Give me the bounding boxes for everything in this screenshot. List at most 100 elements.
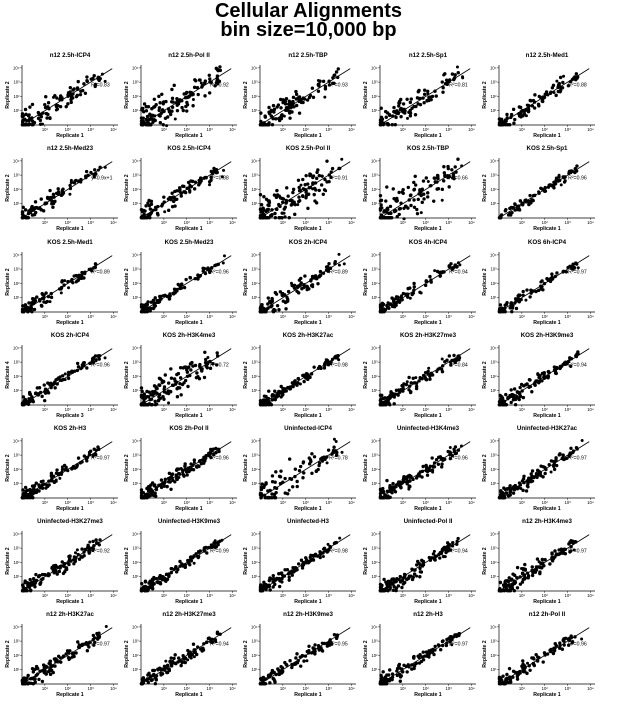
data-point — [412, 180, 416, 185]
data-point — [155, 386, 159, 391]
data-point — [270, 297, 274, 302]
r-squared-label: R²=0.94 — [568, 363, 587, 369]
data-point — [537, 94, 541, 99]
data-point — [37, 677, 41, 682]
data-point — [30, 102, 35, 107]
data-point — [183, 660, 187, 665]
regression-line — [498, 255, 590, 313]
data-point — [282, 211, 286, 215]
data-point — [397, 99, 402, 104]
data-point — [48, 300, 52, 304]
data-point — [166, 115, 170, 119]
data-point — [454, 358, 459, 362]
data-point — [56, 187, 60, 191]
data-point — [409, 97, 413, 101]
data-point — [189, 179, 193, 183]
y-tick-label: 10² — [371, 467, 378, 472]
data-point — [554, 93, 558, 98]
data-point — [39, 115, 44, 119]
data-point — [502, 486, 506, 490]
data-point — [153, 682, 158, 686]
data-point — [445, 637, 449, 642]
data-point — [412, 285, 416, 289]
y-tick-label: 10¹ — [490, 295, 497, 300]
data-point — [82, 454, 87, 458]
data-point — [72, 274, 76, 278]
data-point — [260, 589, 264, 593]
data-point — [418, 189, 422, 193]
x-tick-label: 10² — [542, 500, 549, 505]
panel-title: KOS 2h-H3K27ac — [283, 332, 334, 339]
data-point — [396, 664, 401, 668]
y-tick-label: 10¹ — [132, 574, 139, 579]
data-point — [300, 286, 304, 291]
data-point — [209, 175, 213, 179]
data-point — [390, 677, 394, 682]
data-point — [514, 306, 519, 311]
data-point — [46, 197, 50, 201]
y-axis-label: Replicate 2 — [124, 454, 130, 482]
y-tick-label: 10⁴ — [371, 345, 378, 350]
data-point — [267, 496, 271, 500]
x-tick-label: 10³ — [88, 407, 95, 412]
data-point — [50, 202, 54, 206]
data-point — [265, 207, 270, 212]
data-point — [277, 308, 281, 312]
data-point — [153, 296, 157, 300]
data-point — [43, 671, 48, 676]
data-point — [23, 305, 27, 309]
scatter-panel: KOS 4h-ICP410¹10¹10²10²10³10³10⁴10⁴Repli… — [363, 239, 476, 326]
data-point — [280, 390, 285, 394]
data-point — [60, 560, 64, 564]
data-point — [321, 192, 325, 197]
data-point — [402, 206, 406, 211]
data-point — [76, 79, 80, 84]
data-point — [389, 486, 393, 490]
regression-line — [140, 441, 232, 499]
y-tick-label: 10¹ — [371, 388, 378, 393]
data-point — [140, 108, 144, 112]
regression-line — [379, 627, 471, 685]
data-point — [45, 116, 49, 120]
panel-title: KOS 2h-ICP4 — [51, 332, 90, 339]
data-point — [164, 659, 168, 663]
y-tick-label: 10¹ — [13, 295, 20, 300]
y-tick-label: 10² — [251, 467, 258, 472]
data-point — [518, 105, 523, 110]
y-tick-label: 10¹ — [371, 295, 378, 300]
data-point — [277, 672, 281, 677]
data-point — [52, 479, 56, 484]
data-point — [32, 120, 37, 125]
data-point — [412, 666, 416, 671]
y-axis-label: Replicate 2 — [363, 268, 369, 296]
regression-line — [498, 68, 590, 126]
data-point — [153, 399, 157, 404]
x-axis-label: Replicate 1 — [294, 133, 322, 139]
data-point — [42, 398, 47, 403]
data-point — [103, 79, 107, 83]
x-tick-label: 10¹ — [161, 407, 168, 412]
data-point — [277, 572, 281, 576]
data-point — [461, 76, 465, 80]
data-point — [378, 582, 383, 587]
data-point — [563, 179, 567, 183]
data-point — [523, 383, 528, 387]
x-tick-label: 10¹ — [400, 127, 407, 132]
y-tick-label: 10¹ — [251, 295, 258, 300]
data-point — [312, 365, 316, 369]
data-point — [569, 539, 573, 543]
data-point — [158, 101, 162, 105]
data-point — [511, 491, 516, 495]
data-point — [319, 183, 324, 187]
x-axis-label: Replicate 1 — [533, 320, 561, 326]
data-point — [301, 461, 305, 465]
data-point — [191, 104, 195, 108]
data-point — [160, 577, 165, 582]
data-point — [283, 660, 287, 665]
r-squared-label: R²=0.97 — [91, 642, 110, 648]
x-tick-label: 10³ — [446, 127, 453, 132]
data-point — [550, 86, 555, 90]
data-point — [171, 100, 175, 104]
data-point — [39, 580, 43, 585]
data-point — [277, 584, 282, 589]
